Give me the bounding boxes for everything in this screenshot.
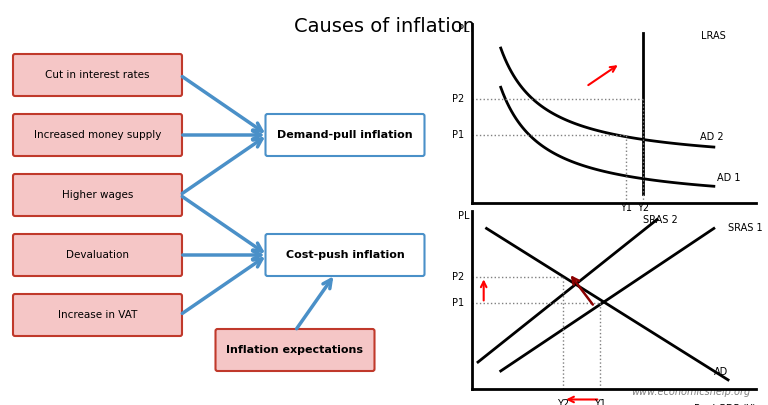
Text: www.economicshelp.org: www.economicshelp.org: [631, 387, 750, 397]
Text: Cut in interest rates: Cut in interest rates: [45, 70, 150, 80]
FancyBboxPatch shape: [13, 234, 182, 276]
Text: AD 1: AD 1: [717, 173, 740, 183]
Text: Higher wages: Higher wages: [61, 190, 133, 200]
Text: P2: P2: [452, 94, 464, 104]
Text: Devaluation: Devaluation: [66, 250, 129, 260]
Text: AD 2: AD 2: [700, 132, 723, 142]
Text: P2: P2: [452, 271, 464, 281]
Text: Demand-pull inflation: Demand-pull inflation: [277, 130, 413, 140]
FancyBboxPatch shape: [13, 54, 182, 96]
FancyBboxPatch shape: [266, 234, 425, 276]
Text: Real GDP (Y): Real GDP (Y): [694, 217, 756, 227]
Text: LRAS: LRAS: [701, 30, 727, 40]
Text: SRAS 1: SRAS 1: [728, 224, 763, 233]
Text: PL: PL: [458, 211, 469, 221]
Text: Increase in VAT: Increase in VAT: [58, 310, 137, 320]
FancyBboxPatch shape: [216, 329, 375, 371]
Text: SRAS 2: SRAS 2: [643, 215, 677, 224]
Text: P1: P1: [452, 130, 464, 140]
Text: AD: AD: [713, 367, 728, 377]
Text: Increased money supply: Increased money supply: [34, 130, 161, 140]
Text: PL: PL: [458, 24, 469, 34]
Text: P1: P1: [452, 298, 464, 308]
FancyBboxPatch shape: [13, 114, 182, 156]
Text: Y2: Y2: [637, 203, 649, 213]
Text: Y1: Y1: [594, 399, 606, 405]
Text: Inflation expectations: Inflation expectations: [227, 345, 363, 355]
Text: Y2: Y2: [558, 399, 569, 405]
Text: Cost-push inflation: Cost-push inflation: [286, 250, 405, 260]
FancyBboxPatch shape: [13, 174, 182, 216]
FancyBboxPatch shape: [266, 114, 425, 156]
Text: Causes of inflation: Causes of inflation: [293, 17, 475, 36]
Text: Real GDP (Y): Real GDP (Y): [694, 403, 756, 405]
FancyBboxPatch shape: [13, 294, 182, 336]
Text: Y1: Y1: [620, 203, 632, 213]
